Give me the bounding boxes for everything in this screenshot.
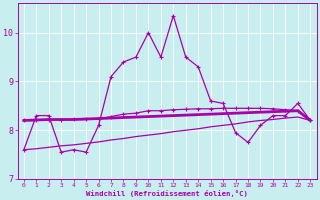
X-axis label: Windchill (Refroidissement éolien,°C): Windchill (Refroidissement éolien,°C) xyxy=(86,190,248,197)
